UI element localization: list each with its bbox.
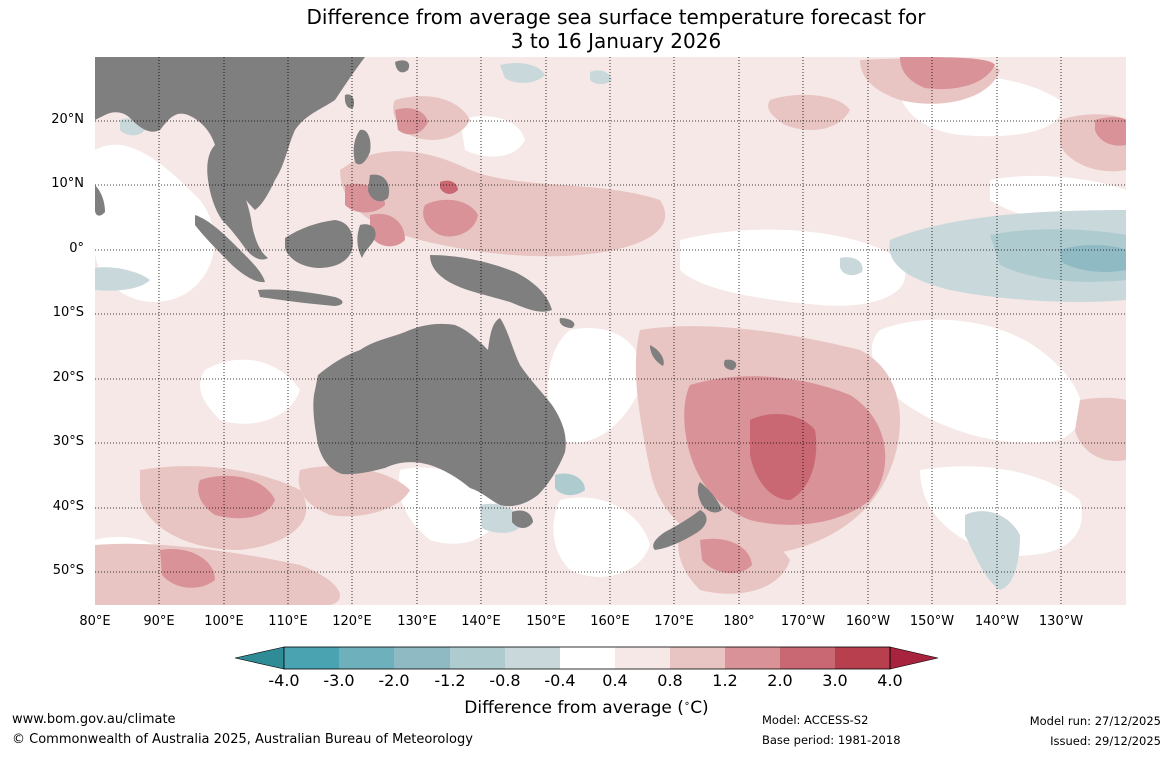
x-tick: 80°E <box>79 614 111 629</box>
model-label: Model: ACCESS-S2 <box>762 713 869 727</box>
colorbar-label: -0.4 <box>544 671 576 690</box>
issued-date: Issued: 29/12/2025 <box>1050 734 1161 748</box>
colorbar-segment <box>394 647 450 669</box>
website-link[interactable]: www.bom.gov.au/climate <box>12 712 176 727</box>
x-tick: 160°W <box>845 614 891 629</box>
colorbar-label: 0.8 <box>657 671 683 690</box>
colorbar-label: 3.0 <box>822 671 848 690</box>
x-tick: 170°E <box>654 614 694 629</box>
colorbar-segment <box>670 647 725 669</box>
map-title: Difference from average sea surface temp… <box>0 5 1173 53</box>
colorbar-segment <box>725 647 780 669</box>
map-area <box>95 57 1126 605</box>
colorbar-under-arrow <box>234 646 285 670</box>
colorbar-label: 1.2 <box>712 671 738 690</box>
x-tick: 160°E <box>590 614 630 629</box>
x-tick: 120°E <box>332 614 372 629</box>
colorbar-segment <box>615 647 670 669</box>
x-tick: 150°E <box>526 614 566 629</box>
x-tick: 110°E <box>268 614 308 629</box>
colorbar-segment <box>835 647 890 669</box>
y-tick: 10°S <box>52 305 84 320</box>
y-tick: 50°S <box>52 563 84 578</box>
x-tick: 170°W <box>780 614 826 629</box>
map-title-line2: 3 to 16 January 2026 <box>510 29 722 53</box>
anomaly-2.0-3.0 <box>440 180 817 500</box>
land <box>95 57 737 550</box>
colorbar-label: -4.0 <box>268 671 300 690</box>
colorbar-label: 0.4 <box>602 671 628 690</box>
y-tick: 10°N <box>51 176 84 191</box>
x-tick: 130°W <box>1038 614 1084 629</box>
colorbar-label: 2.0 <box>767 671 793 690</box>
colorbar-title: Difference from average (∘C) <box>430 698 743 718</box>
colorbar-title-unit: C) <box>690 698 709 718</box>
y-tick: 0° <box>69 241 84 256</box>
y-tick: 20°N <box>51 112 84 127</box>
colorbar-segment <box>339 647 394 669</box>
colorbar-segment <box>505 647 560 669</box>
colorbar-label: -3.0 <box>323 671 355 690</box>
colorbar-segment <box>780 647 835 669</box>
colorbar-label: -0.8 <box>489 671 521 690</box>
colorbar-frame <box>283 646 891 670</box>
colorbar-title-degree: ∘ <box>683 698 691 710</box>
x-tick: 140°E <box>461 614 501 629</box>
colorbar-label: 4.0 <box>877 671 903 690</box>
x-tick: 180° <box>723 614 755 629</box>
x-tick: 130°E <box>397 614 437 629</box>
colorbar-segment <box>560 647 615 669</box>
y-tick: 30°S <box>52 434 84 449</box>
model-run: Model run: 27/12/2025 <box>1029 714 1161 728</box>
x-tick: 100°E <box>204 614 244 629</box>
map-title-line1: Difference from average sea surface temp… <box>306 5 926 29</box>
colorbar-label: -1.2 <box>434 671 466 690</box>
colorbar <box>234 646 939 670</box>
x-tick: 140°W <box>974 614 1020 629</box>
base-period: Base period: 1981-2018 <box>762 733 901 747</box>
x-tick: 90°E <box>143 614 175 629</box>
colorbar-segment <box>450 647 505 669</box>
colorbar-over-arrow <box>889 646 939 670</box>
y-tick: 20°S <box>52 370 84 385</box>
colorbar-title-text: Difference from average ( <box>464 698 684 718</box>
x-tick: 150°W <box>909 614 955 629</box>
graticule <box>95 57 1126 605</box>
y-tick: 40°S <box>52 499 84 514</box>
copyright: © Commonwealth of Australia 2025, Austra… <box>12 732 473 747</box>
colorbar-segment <box>284 647 339 669</box>
colorbar-label: -2.0 <box>378 671 410 690</box>
